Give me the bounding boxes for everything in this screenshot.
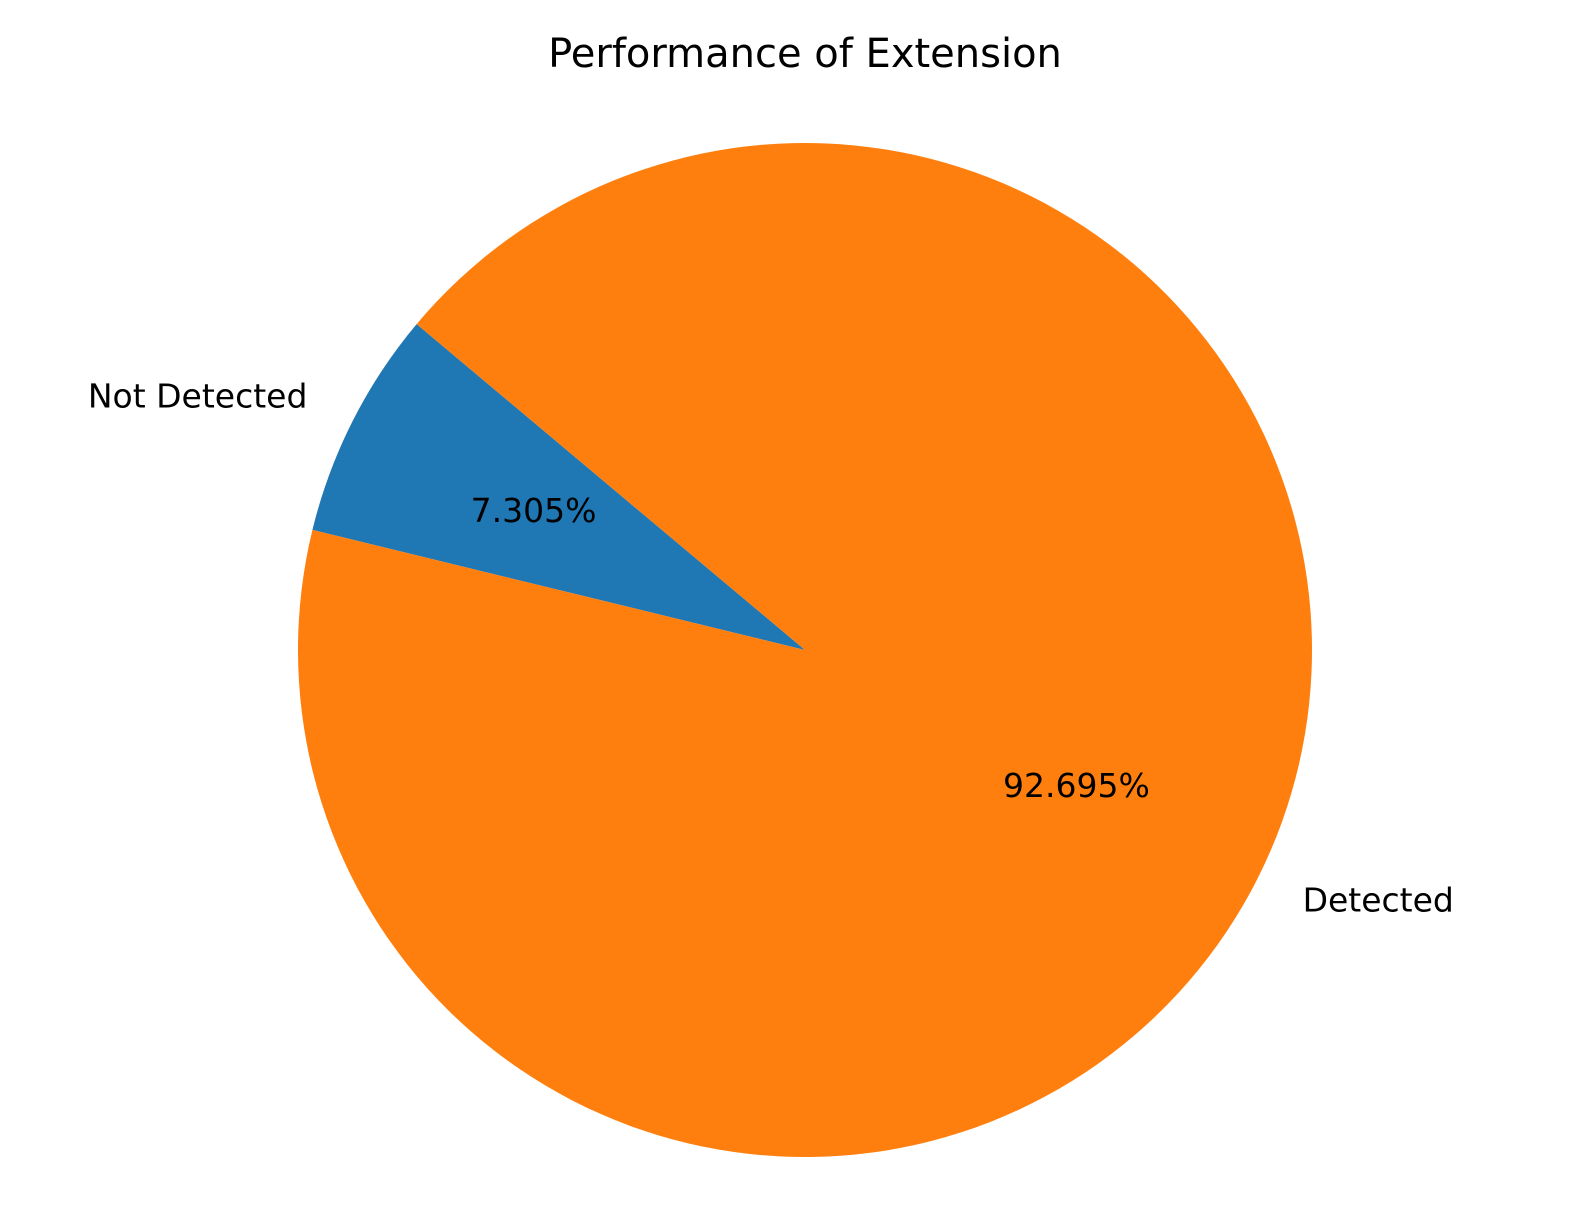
slice-percentage-label: 7.305% (471, 491, 597, 530)
chart-title: Performance of Extension (548, 31, 1062, 77)
pie-slice-detected (298, 143, 1313, 1158)
slice-label: Not Detected (88, 377, 308, 416)
pie-slices (298, 143, 1313, 1158)
slice-percentage-label: 92.695% (1003, 766, 1150, 805)
pie-slice-not-detected (312, 324, 805, 650)
pie-labels: Not Detected 7.305% Detected 92.695% (88, 377, 1454, 920)
slice-label: Detected (1303, 880, 1454, 919)
